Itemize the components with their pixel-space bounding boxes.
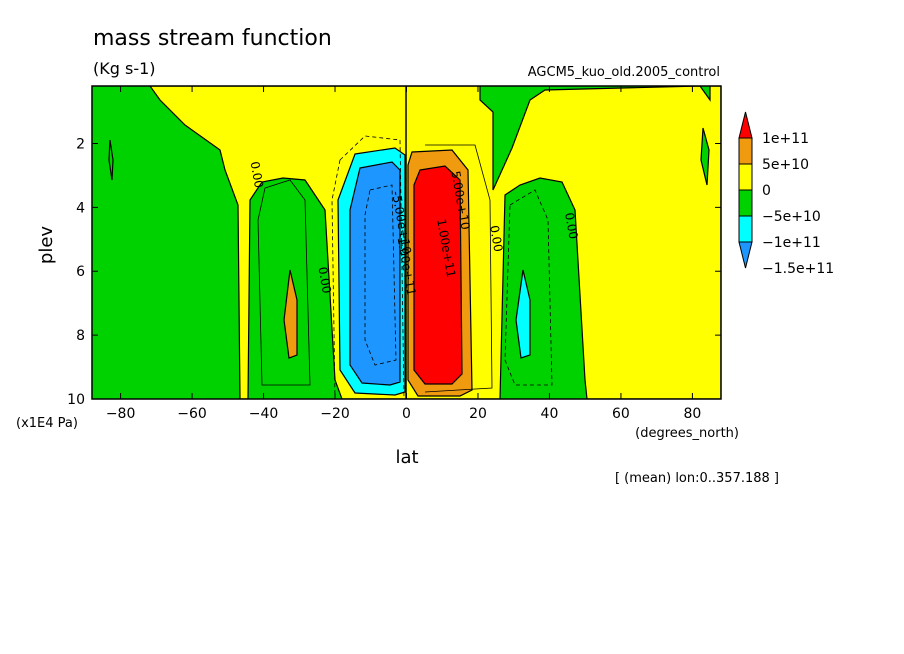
- legend-swatch: [738, 163, 753, 191]
- x-axis: −80 −60 −40 −20 0 20 40 60 80: [106, 86, 701, 422]
- legend-label: 1e+11: [762, 131, 809, 147]
- y-tick-label: 8: [76, 328, 85, 344]
- contour-label: 0.00: [315, 266, 333, 295]
- hadley-cell-north: [413, 165, 463, 385]
- chart-title: mass stream function: [93, 26, 332, 51]
- dataset-label: AGCM5_kuo_old.2005_control: [528, 65, 720, 80]
- dashed-contour-north: [504, 189, 553, 386]
- legend-label: −1.5e+11: [762, 261, 834, 277]
- plot-area: [92, 86, 721, 399]
- x-tick-label: −40: [249, 406, 279, 422]
- x-tick-label: 80: [683, 406, 701, 422]
- legend-label: 5e+10: [762, 157, 809, 173]
- x-tick-label: −60: [177, 406, 207, 422]
- north-cyan-core: [515, 269, 531, 359]
- x-axis-label: lat: [395, 447, 418, 468]
- y-axis-label: plev: [36, 226, 57, 265]
- north-yellow-region: [405, 86, 721, 399]
- legend-swatch: [738, 137, 753, 165]
- x-tick-label: 20: [469, 406, 487, 422]
- contour-label: 0.00: [562, 211, 580, 240]
- legend-swatch: [738, 241, 753, 269]
- hadley-cell-south: [349, 161, 401, 386]
- thin-contour-north: [424, 144, 493, 393]
- thin-contour-south: [257, 179, 311, 386]
- south-polar-sliver: [108, 139, 114, 181]
- south-orange-core: [283, 269, 298, 359]
- legend-swatch: [738, 215, 753, 243]
- y-axis: 2 4 6 8 10: [67, 136, 721, 408]
- x-tick-label: 0: [402, 406, 411, 422]
- y-tick-label: 6: [76, 264, 85, 280]
- legend-label: 0: [762, 183, 771, 199]
- legend-swatch: [738, 111, 753, 139]
- legend-label: −1e+11: [762, 235, 821, 251]
- y-units-label: (x1E4 Pa): [16, 416, 78, 431]
- contour-label: 0.00: [248, 160, 266, 189]
- legend-label: −5e+10: [762, 209, 821, 225]
- legend-swatch: [738, 189, 753, 217]
- chart-units: (Kg s-1): [93, 59, 156, 78]
- x-tick-label: −20: [320, 406, 350, 422]
- x-tick-label: 40: [541, 406, 559, 422]
- x-tick-label: 60: [612, 406, 630, 422]
- y-tick-label: 2: [76, 136, 85, 152]
- north-polar-sliver: [700, 127, 710, 186]
- x-tick-label: −80: [106, 406, 136, 422]
- dashed-contour-south-outer: [331, 135, 405, 399]
- x-units-label: (degrees_north): [635, 426, 739, 441]
- y-tick-label: 10: [67, 392, 85, 408]
- contour-label: 0.00: [487, 224, 505, 253]
- y-tick-label: 4: [76, 200, 85, 216]
- dashed-contour-south-inner: [364, 184, 397, 366]
- footnote: [ (mean) lon:0..357.188 ]: [615, 471, 779, 486]
- colorbar-legend: 1e+11 5e+10 0 −5e+10 −1e+11 −1.5e+11: [738, 111, 834, 277]
